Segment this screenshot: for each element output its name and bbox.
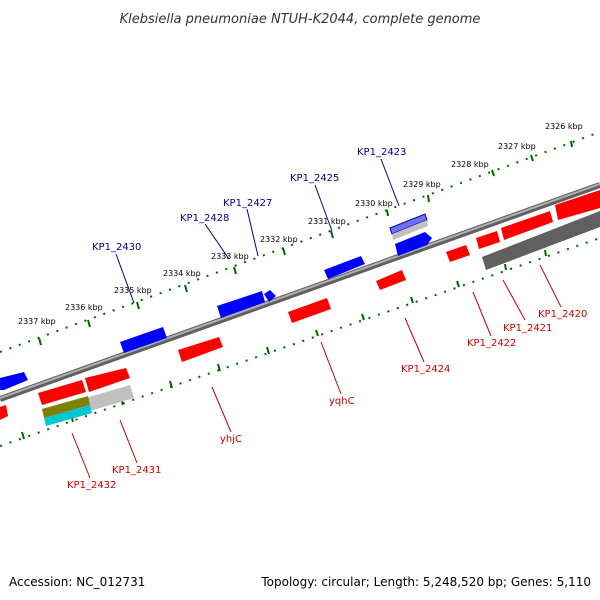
gene-label: KP1_2432 bbox=[67, 480, 116, 491]
gene-kp1-2430 bbox=[120, 327, 167, 353]
gene-kp1-2420 bbox=[555, 190, 600, 220]
reverse-leaders bbox=[71, 264, 562, 479]
gene-label: yhjC bbox=[220, 434, 242, 445]
forward-genes bbox=[0, 213, 432, 390]
gene-kp1-2431 bbox=[85, 368, 130, 392]
gene-yhjc bbox=[178, 337, 223, 362]
accession-text: Accession: NC_012731 bbox=[9, 575, 145, 589]
reverse-gene-labels: KP1_2420 KP1_2421 KP1_2422 KP1_2424 yqhC… bbox=[67, 309, 587, 491]
gene-kp1-2425 bbox=[395, 232, 432, 256]
tick-label: 2329 kbp bbox=[403, 180, 441, 189]
gene-label: KP1_2430 bbox=[92, 242, 141, 253]
gene-kp1-2427 bbox=[324, 256, 365, 279]
gene-kp1-2420-grey bbox=[482, 211, 600, 270]
tick-label: 2336 kbp bbox=[65, 303, 103, 312]
tick-label: 2334 kbp bbox=[163, 269, 201, 278]
gene-label: KP1_2427 bbox=[223, 198, 272, 209]
gene-kp1-2424 bbox=[376, 270, 406, 290]
gene-kp1-2421 bbox=[501, 211, 553, 240]
outer-major-ticks bbox=[38, 140, 573, 346]
gene-kp1-2428 bbox=[217, 291, 265, 318]
gene-kp1-2422 bbox=[476, 231, 500, 249]
gene-label: KP1_2420 bbox=[538, 309, 587, 320]
tick-label: 2328 kbp bbox=[451, 160, 489, 169]
gene-small-red bbox=[446, 245, 470, 262]
gene-label: KP1_2423 bbox=[357, 147, 406, 158]
gene-kp1-2432-cyan bbox=[44, 405, 92, 426]
tick-label: 2326 kbp bbox=[545, 122, 583, 131]
tick-labels: 2326 kbp 2327 kbp 2328 kbp 2329 kbp 2330… bbox=[18, 122, 583, 326]
gene-kp1-2432 bbox=[38, 380, 86, 405]
tick-label: 2331 kbp bbox=[308, 217, 346, 226]
tick-label: 2327 kbp bbox=[498, 142, 536, 151]
forward-leaders bbox=[115, 158, 400, 304]
tick-label: 2332 kbp bbox=[260, 235, 298, 244]
genome-stats-text: Topology: circular; Length: 5,248,520 bp… bbox=[260, 575, 591, 589]
gene-label: KP1_2424 bbox=[401, 364, 450, 375]
tick-label: 2333 kbp bbox=[211, 252, 249, 261]
gene-kp1-2432-olive bbox=[42, 396, 90, 418]
gene-label: KP1_2425 bbox=[290, 173, 339, 184]
gene-yqhc bbox=[288, 298, 331, 323]
gene-label: KP1_2421 bbox=[503, 323, 552, 334]
gene-label: KP1_2428 bbox=[180, 213, 229, 224]
gene-label: yqhC bbox=[329, 396, 355, 407]
gene-kp1-2423-shadow bbox=[392, 220, 428, 240]
gene-left-red bbox=[0, 405, 8, 420]
gene-kp1-2431-grey bbox=[86, 385, 134, 411]
forward-gene-labels: KP1_2423 KP1_2425 KP1_2427 KP1_2428 KP1_… bbox=[92, 147, 406, 253]
gene-label: KP1_2422 bbox=[467, 338, 516, 349]
gene-kp1-2428b bbox=[264, 290, 276, 302]
tick-label: 2330 kbp bbox=[355, 199, 393, 208]
reverse-genes bbox=[0, 190, 600, 426]
genome-backbone bbox=[0, 182, 600, 402]
tick-label: 2337 kbp bbox=[18, 317, 56, 326]
tick-label: 2335 kbp bbox=[114, 286, 152, 295]
map-title: Klebsiella pneumoniae NTUH-K2044, comple… bbox=[120, 12, 481, 27]
gene-left-blue bbox=[0, 372, 28, 390]
inner-major-ticks bbox=[21, 249, 547, 440]
gene-label: KP1_2431 bbox=[112, 465, 161, 476]
